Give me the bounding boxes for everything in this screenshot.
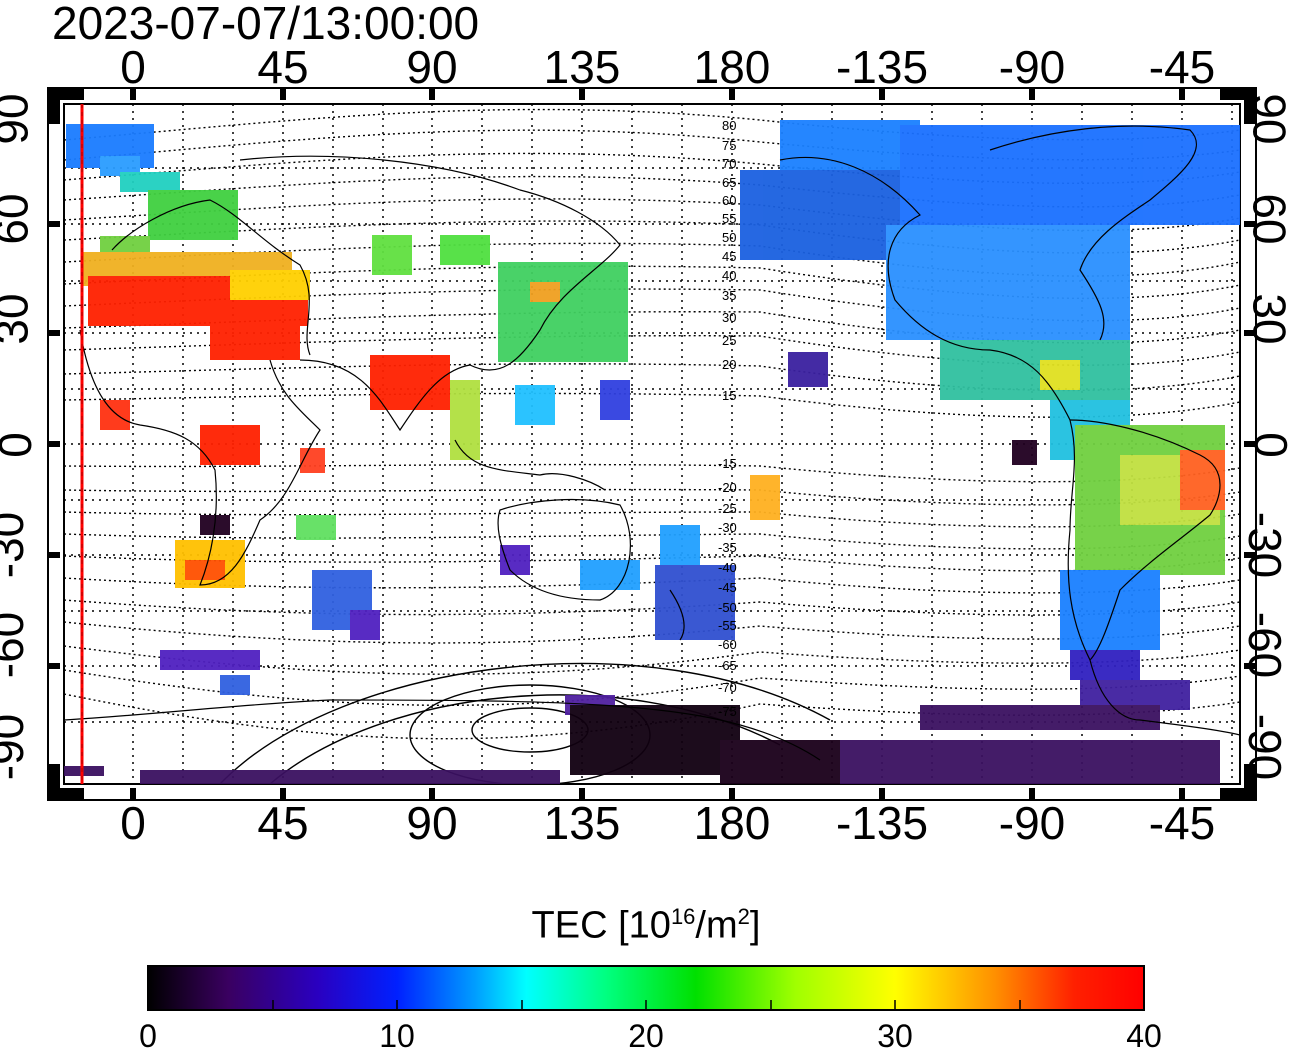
mlat-label: 70: [722, 156, 736, 171]
lon-tick-top: 45: [257, 41, 309, 93]
mlat-label: 20: [722, 357, 736, 372]
lon-tick-top: -45: [1148, 41, 1216, 93]
mlat-label: -25: [718, 501, 737, 516]
mlat-label: -30: [718, 520, 737, 535]
mlat-label: 30: [722, 310, 736, 325]
lon-tick-top: -90: [998, 41, 1066, 93]
timestamp-title: 2023-07-07/13:00:00: [52, 0, 480, 49]
frame-ticks: [48, 88, 1256, 800]
lon-tick-bottom: 45: [257, 797, 309, 849]
colorbar-tick: 10: [379, 1018, 415, 1054]
lon-tick-top: 180: [693, 41, 771, 93]
lon-tick-bottom: 180: [693, 797, 771, 849]
lon-tick-bottom: -45: [1148, 797, 1216, 849]
mlat-label: 65: [722, 175, 736, 190]
mlat-label: 35: [722, 288, 736, 303]
mlat-label: -55: [718, 618, 737, 633]
mlat-label: -20: [718, 480, 737, 495]
mlat-label: 50: [722, 230, 736, 245]
mlat-label: -70: [718, 680, 737, 695]
lon-tick-bottom: -135: [835, 797, 929, 849]
mlat-label: -50: [718, 600, 737, 615]
mlat-label: 45: [722, 249, 736, 264]
colorbar-ticks: [147, 1000, 1145, 1010]
colorbar-tick: 20: [628, 1018, 664, 1054]
mlat-label: 15: [722, 388, 736, 403]
mlat-label: 60: [722, 193, 736, 208]
mlat-label: -40: [718, 560, 737, 575]
lon-tick-bottom: 0: [120, 797, 146, 849]
lon-tick-top: 0: [120, 41, 146, 93]
mlat-label: 40: [722, 268, 736, 283]
coastlines: [64, 125, 1240, 761]
mlat-label: -75: [718, 704, 737, 719]
tec-data-patches: [64, 120, 1240, 784]
lon-tick-top: -135: [835, 41, 929, 93]
colorbar-label: TEC [1016/m2]: [531, 904, 761, 947]
colorbar-tick: 30: [877, 1018, 913, 1054]
lon-tick-bottom: -90: [998, 797, 1066, 849]
lon-tick-top: 90: [406, 41, 458, 93]
colorbar-tick: 40: [1126, 1018, 1162, 1054]
mlat-label: -45: [718, 580, 737, 595]
mlat-label: 80: [722, 118, 736, 133]
mlat-label: -60: [718, 637, 737, 652]
mlat-label: 25: [722, 333, 736, 348]
mlat-label: 75: [722, 138, 736, 153]
lon-tick-top: 135: [543, 41, 621, 93]
mlat-label: 55: [722, 211, 736, 226]
lon-tick-bottom: 90: [406, 797, 458, 849]
lon-tick-bottom: 135: [543, 797, 621, 849]
mlat-label: -15: [718, 456, 737, 471]
mlat-label: -35: [718, 540, 737, 555]
colorbar-tick: 0: [139, 1018, 157, 1054]
magnetic-latitude-labels: 80 75 70 65 60 55 50 45 40 35 30 25 20 1…: [718, 118, 737, 719]
mlat-label: -65: [718, 658, 737, 673]
